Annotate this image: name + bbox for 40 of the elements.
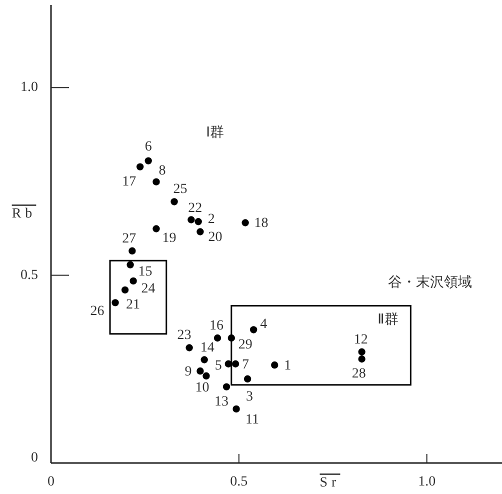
annotation: 21 <box>126 297 140 312</box>
annotation: 19 <box>162 231 176 246</box>
x-tick-label: 0.5 <box>230 474 248 490</box>
annotation: 22 <box>188 201 202 216</box>
x-tick-label: 0 <box>48 474 54 490</box>
annotation: 23 <box>177 328 192 344</box>
annotation: 4 <box>260 317 268 332</box>
annotation: 18 <box>254 216 268 232</box>
x-axis-title: Sr <box>320 476 340 490</box>
y-axis-title: Rb <box>12 206 36 222</box>
annotation: 20 <box>208 230 222 246</box>
y-tick-label: 0 <box>31 450 38 466</box>
annotation: 17 <box>122 174 136 190</box>
annotation: 13 <box>214 394 229 410</box>
annotation: 14 <box>200 340 214 356</box>
annotation: 15 <box>138 264 152 280</box>
annotation: 10 <box>195 380 210 396</box>
x-tick-label: 1.0 <box>418 474 436 490</box>
annotation: 8 <box>158 163 166 178</box>
annotation: 3 <box>246 389 254 404</box>
annotation: 5 <box>214 358 222 374</box>
annotation: 24 <box>141 281 156 296</box>
annotation: 27 <box>122 231 136 246</box>
annotation: Ⅰ群 <box>206 124 224 140</box>
annotation: 29 <box>238 337 252 352</box>
annotation: 2 <box>208 212 215 228</box>
annotation: 9 <box>184 364 192 380</box>
annotation: 1 <box>284 358 292 374</box>
annotation: 6 <box>144 139 152 154</box>
annotation: 28 <box>352 366 366 382</box>
annotation: 谷・末沢領域 <box>388 274 472 290</box>
y-tick-label: 1.0 <box>20 80 38 96</box>
annotation: 16 <box>209 318 224 334</box>
annotation: Ⅱ群 <box>378 312 398 328</box>
annotation: 25 <box>173 182 188 198</box>
annotation: 12 <box>354 332 368 348</box>
annotation: 11 <box>246 412 260 428</box>
annotation: 26 <box>90 304 104 320</box>
y-tick-label: 0.5 <box>20 268 38 283</box>
annotation: 7 <box>242 357 250 372</box>
